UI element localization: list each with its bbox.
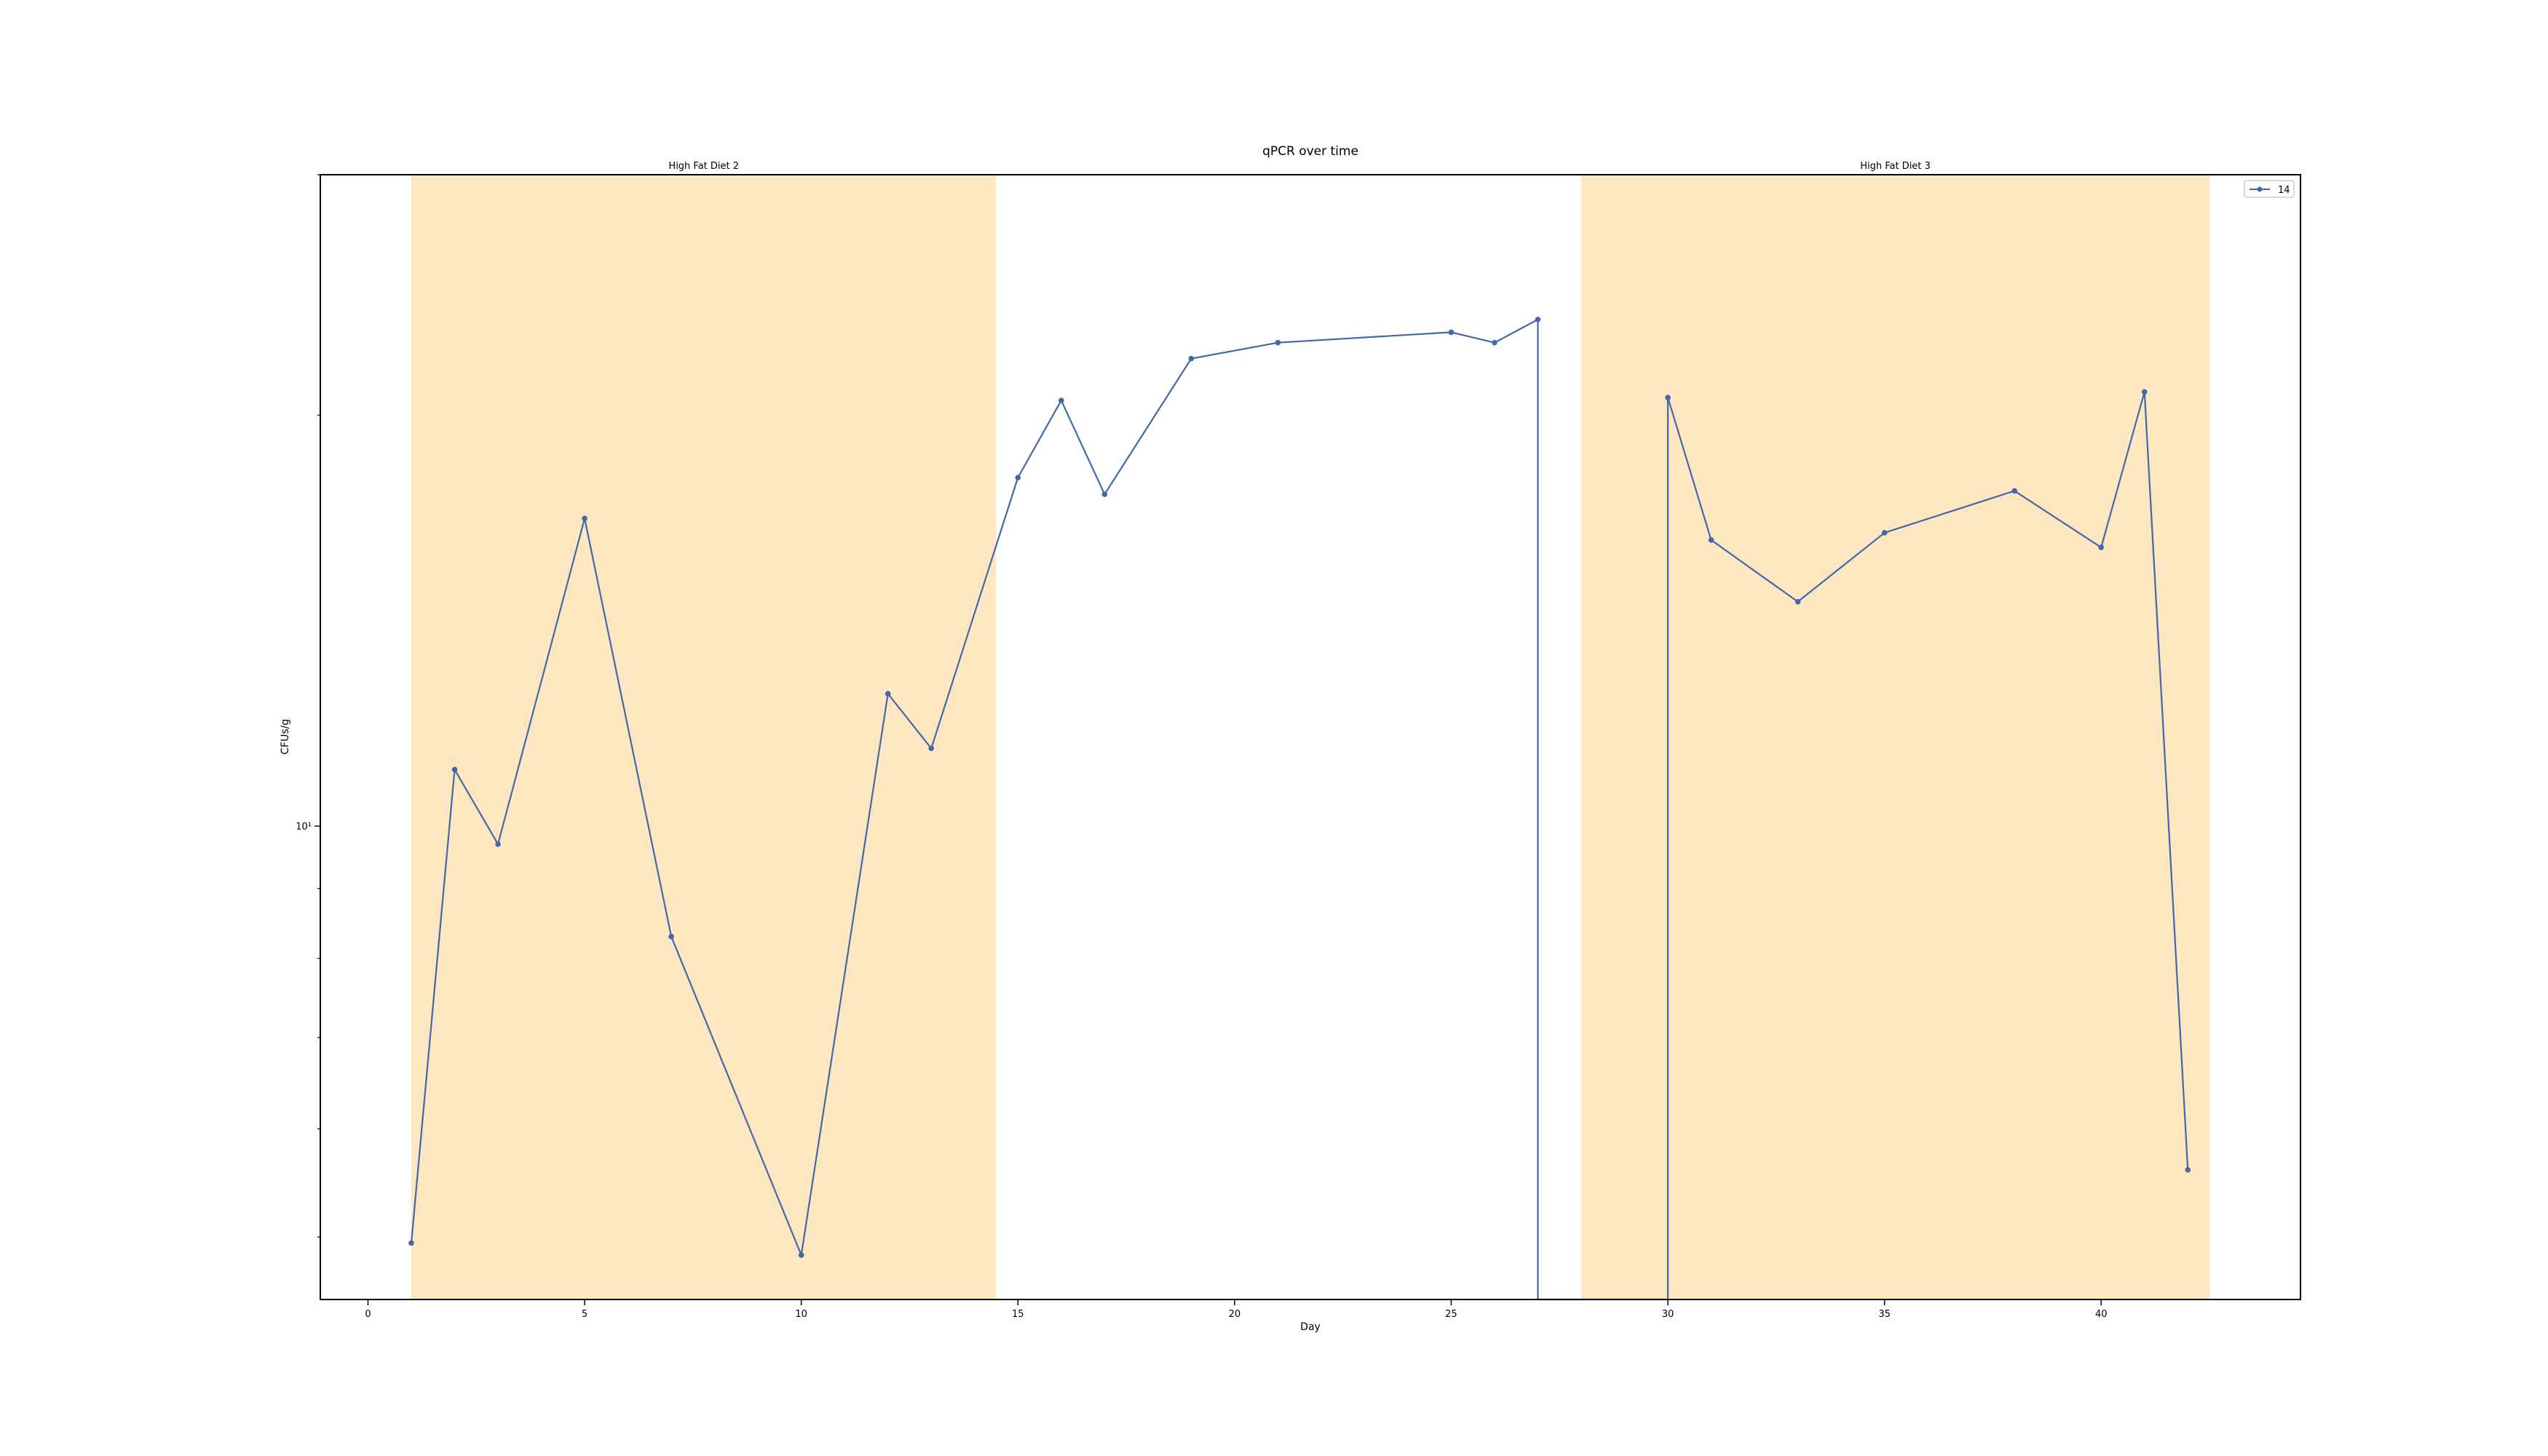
series-line-14	[410, 318, 2189, 1301]
data-point-14-2	[495, 841, 501, 847]
shaded-region-1	[411, 175, 997, 1299]
data-point-14-19	[1708, 537, 1714, 543]
data-point-14-6	[885, 691, 891, 697]
y-axis: 10¹	[296, 174, 320, 1238]
data-point-14-8	[1015, 475, 1021, 480]
legend-marker	[2257, 186, 2263, 192]
data-point-14-25	[2185, 1167, 2191, 1173]
data-point-14-4	[668, 933, 674, 940]
data-point-14-5	[798, 1252, 804, 1258]
data-point-14-12	[1275, 339, 1281, 346]
x-tick-label-10: 10	[795, 1309, 807, 1320]
legend: 14	[2244, 180, 2295, 198]
x-tick-label-20: 20	[1229, 1309, 1241, 1320]
data-point-14-11	[1188, 355, 1195, 362]
data-point-14-24	[2141, 389, 2148, 395]
x-tick-label-0: 0	[365, 1309, 371, 1320]
data-point-14-0	[408, 1240, 414, 1246]
plot-frame	[320, 174, 2301, 1300]
x-tick-label-30: 30	[1662, 1309, 1674, 1320]
data-point-14-15	[1535, 317, 1541, 323]
shaded-region-2	[1580, 175, 2210, 1299]
data-point-14-14	[1492, 339, 1497, 346]
chart-title: qPCR over time	[1262, 144, 1358, 159]
x-tick-label-5: 5	[582, 1309, 587, 1320]
region-labels: High Fat Diet 2 High Fat Diet 3	[668, 161, 1930, 172]
data-point-14-21	[1881, 530, 1888, 536]
data-point-14-22	[2011, 488, 2017, 494]
y-tick-label: 10¹	[296, 822, 312, 833]
legend-label: 14	[2278, 185, 2290, 196]
data-point-14-7	[928, 745, 935, 751]
data-point-14-9	[1058, 397, 1064, 403]
data-point-14-3	[582, 515, 587, 521]
shaded-region-label-2: High Fat Diet 3	[1860, 161, 1931, 172]
series-layer	[408, 317, 2191, 1301]
x-tick-label-35: 35	[1878, 1309, 1891, 1320]
data-point-14-1	[451, 767, 458, 772]
y-axis-label: CFUs/g	[280, 719, 291, 755]
data-point-14-20	[1795, 598, 1801, 605]
data-point-14-13	[1448, 329, 1455, 336]
shaded-region-label-1: High Fat Diet 2	[668, 161, 739, 172]
data-point-14-10	[1101, 491, 1108, 497]
x-tick-label-15: 15	[1012, 1309, 1024, 1320]
shaded-regions	[411, 175, 2210, 1299]
x-tick-label-40: 40	[2095, 1309, 2108, 1320]
x-axis-label: Day	[1300, 1321, 1321, 1333]
data-point-14-18	[1665, 395, 1671, 400]
data-point-14-23	[2098, 545, 2105, 550]
x-tick-label-25: 25	[1445, 1309, 1457, 1320]
x-axis: 0 5 10 15 20 25 30 35 40	[365, 1299, 2107, 1320]
